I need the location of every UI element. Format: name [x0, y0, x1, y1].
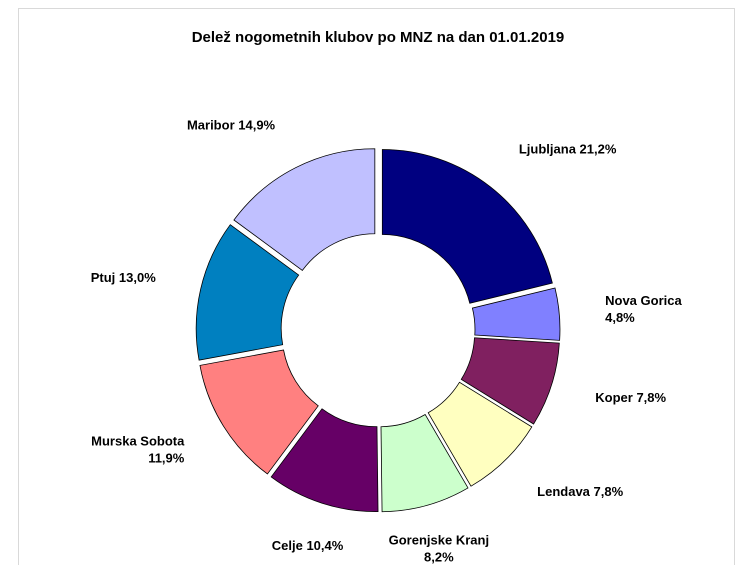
slice-label-value: 4,8%	[605, 310, 635, 325]
donut-segment	[427, 381, 533, 487]
donut-segment	[195, 224, 300, 361]
chart-title: Delež nogometnih klubov po MNZ na dan 01…	[192, 29, 565, 46]
slice-label-name: Koper	[595, 391, 633, 406]
slice-label-value: 7,8%	[594, 485, 624, 500]
slice-label: Gorenjske Kranj 8,2%	[389, 533, 489, 565]
slice-label-value: 7,8%	[636, 391, 666, 406]
donut-segment	[381, 149, 553, 304]
donut-segment	[199, 349, 319, 475]
slice-label-value: 11,9%	[148, 451, 185, 466]
slice-label-name: Maribor	[187, 118, 235, 133]
slice-label: Ptuj 13,0%	[91, 270, 156, 285]
slice-label: Ljubljana 21,2%	[519, 142, 617, 157]
slice-label-value: 14,9%	[238, 118, 275, 133]
slice-label-name: Murska Sobota	[91, 434, 185, 449]
slice-label-name: Ptuj	[91, 270, 116, 285]
slice-label-value: 13,0%	[119, 270, 156, 285]
slice-label: Lendava 7,8%	[537, 485, 623, 500]
slice-label-name: Nova Gorica	[605, 293, 682, 308]
donut-segment	[460, 337, 560, 425]
slice-label-name: Ljubljana	[519, 142, 577, 157]
slice-label-name: Gorenjske Kranj	[389, 533, 489, 548]
slice-label-value: 10,4%	[306, 538, 343, 553]
slice-label-value: 8,2%	[424, 550, 454, 565]
slice-label: Maribor 14,9%	[187, 118, 276, 133]
slice-label: Nova Gorica 4,8%	[605, 293, 682, 325]
donut-segment	[380, 413, 469, 513]
donut-segment	[270, 408, 379, 513]
donut-segment	[471, 287, 561, 341]
slice-label-name: Celje	[272, 538, 303, 553]
slice-label-value: 21,2%	[580, 142, 617, 157]
slice-label: Celje 10,4%	[272, 538, 344, 553]
slice-label: Murska Sobota 11,9%	[91, 434, 185, 466]
slice-label: Koper 7,8%	[595, 391, 666, 406]
donut-segment	[233, 148, 376, 271]
slice-label-name: Lendava	[537, 485, 591, 500]
